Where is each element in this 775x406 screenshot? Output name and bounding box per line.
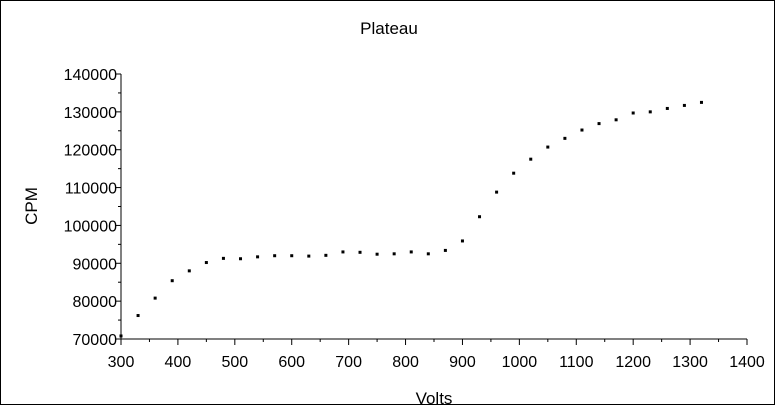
x-axis-ticks: 300 400 500 600 700 800 900 1000 1100 1200 1300 140… — [108, 339, 765, 371]
data-point — [665, 106, 669, 110]
y-tick-label: 140000 — [64, 67, 117, 84]
x-tick-label: 700 — [335, 354, 362, 371]
data-point — [563, 136, 567, 140]
x-tick-label: 600 — [278, 354, 305, 371]
y-tick-label: 120000 — [64, 143, 117, 160]
data-point — [153, 296, 157, 300]
data-point — [324, 253, 328, 257]
x-tick-label: 1100 — [559, 354, 594, 371]
data-point — [409, 250, 413, 254]
data-point — [546, 145, 550, 149]
data-point — [119, 334, 123, 338]
x-tick-label: 1300 — [672, 354, 708, 371]
data-point — [699, 100, 703, 104]
data-point — [392, 252, 396, 256]
x-tick-label: 900 — [449, 354, 476, 371]
data-point — [495, 190, 499, 194]
data-point — [221, 256, 225, 260]
x-tick-label: 1400 — [729, 354, 765, 371]
y-axis-label: CPM — [22, 187, 41, 225]
data-point — [239, 257, 243, 261]
data-point — [307, 254, 311, 258]
data-point — [426, 252, 430, 256]
data-point — [358, 250, 362, 254]
y-axis-ticks: 70000 80000 90000 100000 110000 120000 130000 1… — [64, 67, 121, 349]
y-tick-label: 100000 — [64, 218, 117, 235]
data-point — [580, 128, 584, 132]
x-tick-label: 1200 — [615, 354, 651, 371]
data-point — [597, 122, 601, 126]
x-tick-label: 800 — [392, 354, 419, 371]
x-axis-label: Volts — [416, 389, 453, 406]
data-point — [529, 157, 533, 161]
data-point — [460, 239, 464, 243]
data-point — [631, 111, 635, 115]
data-point — [682, 103, 686, 107]
data-point — [648, 110, 652, 114]
chart-title: Plateau — [360, 19, 418, 38]
x-tick-label: 400 — [165, 354, 192, 371]
data-point — [512, 171, 516, 175]
y-tick-label: 80000 — [73, 294, 118, 311]
x-tick-label: 1000 — [502, 354, 538, 371]
y-tick-label: 90000 — [73, 256, 118, 273]
data-point — [273, 254, 277, 258]
y-tick-label: 70000 — [73, 332, 118, 349]
y-tick-label: 110000 — [65, 181, 117, 198]
data-point — [170, 279, 174, 283]
x-tick-label: 300 — [108, 354, 135, 371]
y-tick-label: 130000 — [64, 105, 117, 122]
data-point — [204, 261, 208, 265]
data-point — [187, 269, 191, 273]
data-points — [119, 100, 703, 338]
data-point — [290, 254, 294, 258]
data-point — [136, 314, 140, 318]
data-point — [341, 250, 345, 254]
data-point — [443, 248, 447, 252]
data-point — [256, 255, 260, 259]
data-point — [614, 118, 618, 122]
data-point — [375, 252, 379, 256]
x-tick-label: 500 — [221, 354, 248, 371]
data-point — [478, 215, 482, 219]
